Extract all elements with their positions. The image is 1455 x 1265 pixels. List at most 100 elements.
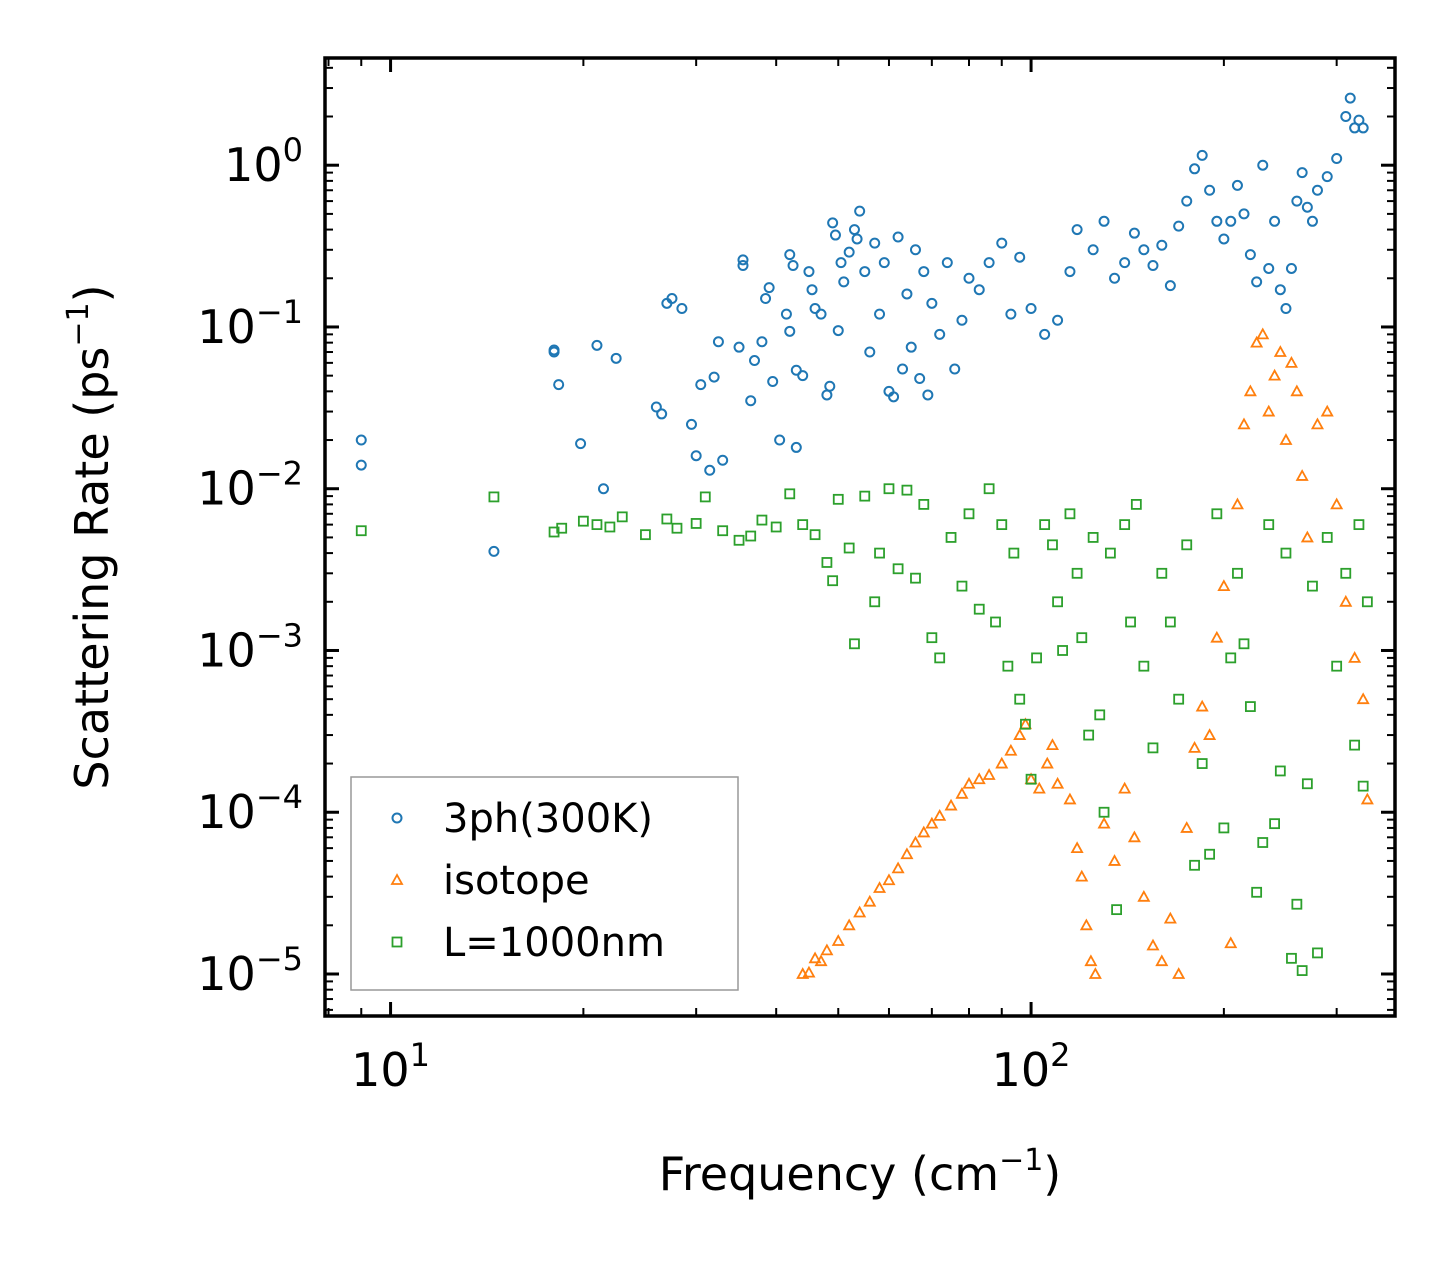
data-point — [934, 328, 946, 340]
data-points-layer — [355, 92, 1374, 979]
data-point — [1063, 792, 1077, 805]
data-point — [838, 276, 850, 288]
data-point — [1039, 519, 1051, 531]
data-point — [843, 246, 855, 258]
x-axis-label: Frequency (cm−1) — [659, 1143, 1062, 1201]
legend-label: 3ph(300K) — [443, 796, 653, 842]
data-point — [591, 339, 603, 351]
data-point — [640, 529, 651, 541]
data-point — [820, 943, 834, 956]
data-point — [973, 284, 985, 296]
data-point — [1164, 280, 1176, 292]
data-point — [1307, 580, 1318, 592]
data-point — [956, 580, 968, 592]
data-point — [1125, 616, 1136, 628]
data-point — [1268, 368, 1282, 381]
data-point — [956, 314, 968, 326]
data-point — [699, 491, 711, 503]
data-point — [1225, 652, 1237, 664]
data-point — [1146, 938, 1160, 951]
data-point — [888, 391, 900, 403]
data-point — [808, 951, 822, 964]
data-point — [1079, 918, 1093, 931]
data-point — [1256, 327, 1270, 340]
data-point — [1064, 508, 1076, 520]
data-point — [1217, 579, 1231, 592]
data-point — [745, 530, 757, 542]
data-point — [1052, 314, 1064, 326]
data-point — [1119, 519, 1131, 531]
y-tick-label: 10−5 — [197, 940, 303, 1001]
data-point — [1211, 215, 1223, 227]
data-point — [774, 434, 786, 446]
data-point — [1230, 497, 1244, 510]
data-point — [803, 266, 815, 278]
data-point — [488, 545, 500, 557]
data-point — [859, 266, 871, 278]
data-point — [1156, 239, 1168, 251]
data-point — [909, 244, 921, 256]
data-point — [842, 918, 856, 931]
data-point — [878, 257, 890, 269]
data-point — [1097, 816, 1111, 829]
data-point — [1147, 259, 1159, 271]
data-point — [1231, 179, 1243, 191]
data-point — [1196, 758, 1208, 769]
data-point — [1204, 848, 1216, 860]
data-point — [1052, 596, 1063, 608]
data-point — [1094, 709, 1106, 721]
data-point — [745, 395, 757, 407]
data-point — [355, 459, 367, 471]
data-point — [1119, 257, 1131, 269]
data-point — [1357, 780, 1369, 792]
data-point — [1280, 547, 1292, 559]
data-point — [814, 954, 828, 967]
data-point — [1356, 692, 1370, 705]
data-point — [1118, 781, 1132, 794]
data-point — [355, 525, 367, 537]
data-point — [650, 401, 662, 413]
data-point — [843, 542, 855, 554]
y-tick-label: 100 — [224, 131, 303, 192]
data-point — [1339, 594, 1353, 607]
y-tick-label: 10−3 — [197, 616, 303, 677]
y-tick-label: 10−1 — [197, 293, 303, 354]
data-point — [790, 441, 802, 453]
legend-label: L=1000nm — [443, 920, 665, 966]
data-point — [1296, 965, 1308, 976]
data-point — [1269, 818, 1280, 830]
data-point — [597, 483, 609, 495]
data-point — [1057, 645, 1068, 656]
data-point — [962, 776, 976, 789]
data-point — [1321, 532, 1333, 543]
x-tick-label: 101 — [351, 1036, 430, 1097]
data-point — [1180, 821, 1194, 833]
data-point — [897, 363, 909, 375]
data-point — [610, 352, 622, 364]
legend-label: isotope — [443, 858, 590, 904]
data-point — [873, 881, 887, 893]
data-point — [1279, 433, 1293, 445]
data-point — [1189, 163, 1201, 175]
data-point — [1263, 262, 1275, 274]
data-point — [1155, 954, 1169, 967]
data-point — [1273, 345, 1287, 357]
data-point — [1349, 739, 1361, 751]
data-point — [869, 237, 881, 249]
data-point — [917, 825, 931, 838]
data-point — [824, 380, 836, 392]
plot-area-frame — [323, 56, 1397, 1018]
data-point — [797, 519, 809, 531]
data-point — [1156, 567, 1168, 579]
data-point — [756, 514, 768, 526]
data-point — [901, 288, 913, 300]
tick-labels-layer: 101 102 100 10−1 10−2 10−3 10−4 10−5 — [197, 131, 1070, 1097]
data-point — [488, 491, 500, 503]
data-point — [1098, 806, 1110, 818]
data-point — [1237, 417, 1251, 430]
data-point — [690, 518, 702, 529]
data-point — [1002, 660, 1014, 672]
data-point — [1274, 765, 1286, 777]
data-point — [1348, 651, 1362, 663]
